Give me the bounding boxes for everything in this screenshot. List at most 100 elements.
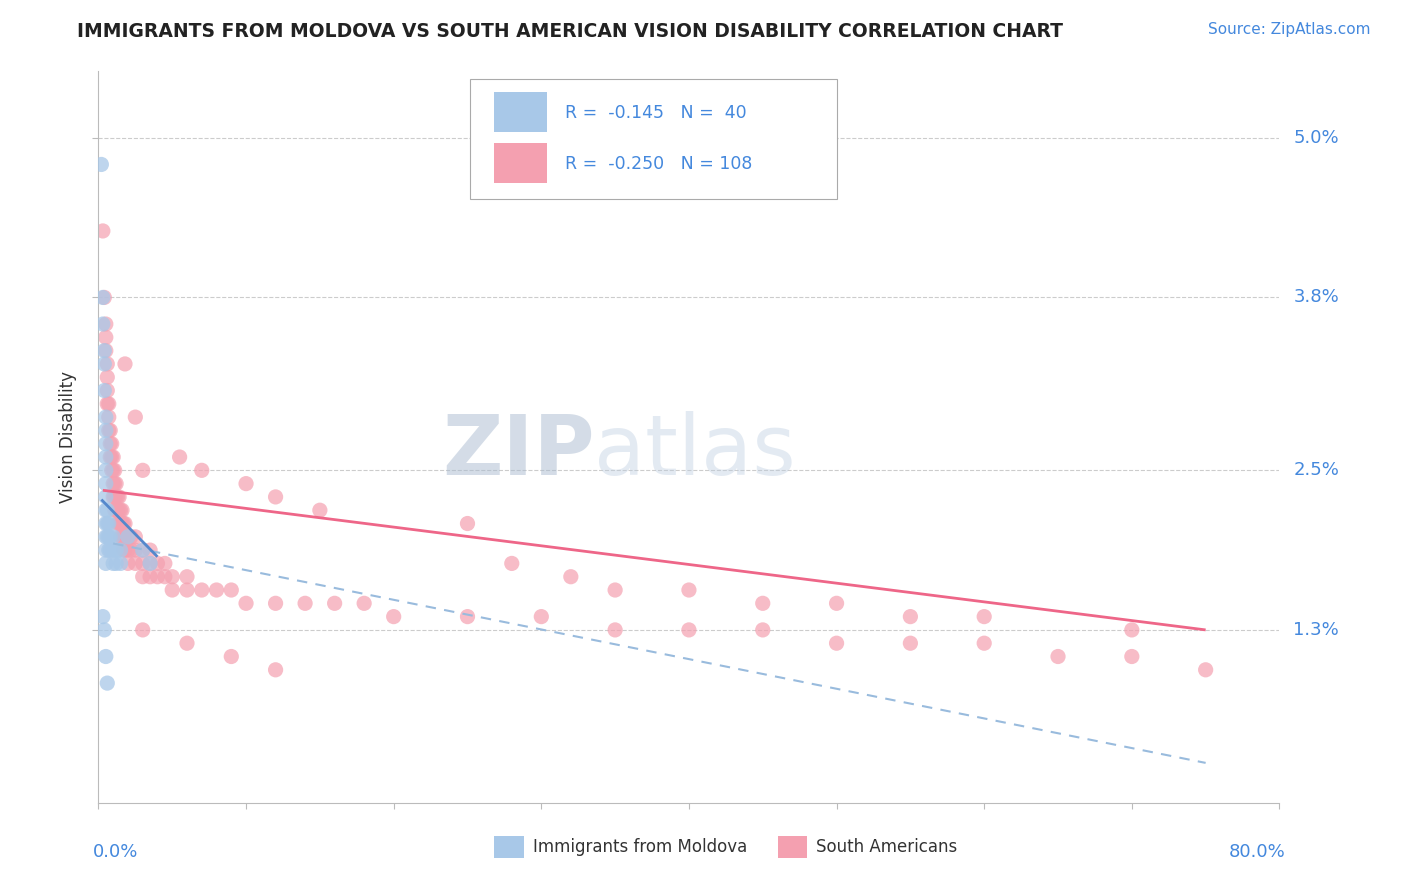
Point bbox=[103, 490, 125, 504]
Point bbox=[153, 570, 176, 584]
Point bbox=[112, 530, 135, 544]
Point bbox=[457, 609, 479, 624]
Point bbox=[94, 424, 117, 438]
Point bbox=[93, 357, 115, 371]
Point bbox=[162, 570, 183, 584]
Point bbox=[114, 543, 136, 558]
Point bbox=[501, 557, 523, 571]
Text: R =  -0.145   N =  40: R = -0.145 N = 40 bbox=[565, 104, 747, 122]
Point bbox=[94, 450, 117, 464]
Text: R =  -0.250   N = 108: R = -0.250 N = 108 bbox=[565, 155, 752, 173]
Point bbox=[96, 357, 118, 371]
Point bbox=[94, 330, 117, 344]
Point bbox=[146, 557, 169, 571]
Point bbox=[94, 530, 117, 544]
Text: Source: ZipAtlas.com: Source: ZipAtlas.com bbox=[1208, 22, 1371, 37]
Point bbox=[825, 636, 848, 650]
Point bbox=[103, 557, 125, 571]
Point bbox=[103, 476, 125, 491]
Point bbox=[94, 543, 117, 558]
Point bbox=[100, 450, 122, 464]
Point bbox=[235, 476, 257, 491]
Point bbox=[132, 543, 155, 558]
Point bbox=[530, 609, 553, 624]
Point bbox=[94, 317, 117, 331]
Point bbox=[162, 582, 183, 597]
Point bbox=[112, 516, 135, 531]
Point bbox=[111, 503, 134, 517]
Point bbox=[105, 476, 128, 491]
Text: IMMIGRANTS FROM MOLDOVA VS SOUTH AMERICAN VISION DISABILITY CORRELATION CHART: IMMIGRANTS FROM MOLDOVA VS SOUTH AMERICA… bbox=[77, 22, 1063, 41]
Point bbox=[678, 623, 700, 637]
Point bbox=[112, 543, 135, 558]
Point bbox=[98, 543, 121, 558]
Point bbox=[117, 530, 139, 544]
Point bbox=[97, 397, 120, 411]
Point bbox=[900, 609, 922, 624]
Point bbox=[98, 436, 121, 450]
Point bbox=[678, 582, 700, 597]
Point bbox=[110, 543, 132, 558]
Point bbox=[93, 623, 115, 637]
Point bbox=[93, 290, 115, 304]
Point bbox=[264, 663, 287, 677]
Point bbox=[108, 503, 131, 517]
Y-axis label: Vision Disability: Vision Disability bbox=[59, 371, 77, 503]
Point bbox=[96, 530, 118, 544]
Point bbox=[97, 424, 120, 438]
Point bbox=[103, 463, 125, 477]
Point bbox=[105, 503, 128, 517]
Point bbox=[96, 370, 118, 384]
Point bbox=[221, 582, 243, 597]
Point bbox=[96, 503, 118, 517]
Point bbox=[153, 557, 176, 571]
Point bbox=[132, 623, 155, 637]
Point bbox=[107, 490, 129, 504]
Point bbox=[1046, 649, 1070, 664]
Point bbox=[104, 476, 127, 491]
Point bbox=[93, 343, 115, 358]
Point bbox=[96, 397, 118, 411]
Point bbox=[1195, 663, 1218, 677]
Point bbox=[825, 596, 848, 610]
Text: 1.3%: 1.3% bbox=[1294, 621, 1339, 639]
Point bbox=[94, 463, 117, 477]
Point bbox=[94, 649, 117, 664]
Point bbox=[752, 623, 775, 637]
Point bbox=[91, 224, 114, 238]
Text: Immigrants from Moldova: Immigrants from Moldova bbox=[533, 838, 748, 855]
Point bbox=[105, 543, 128, 558]
Point bbox=[104, 490, 127, 504]
Point bbox=[97, 410, 120, 425]
Point bbox=[900, 636, 922, 650]
Point bbox=[382, 609, 405, 624]
Point bbox=[235, 596, 257, 610]
Point bbox=[110, 516, 132, 531]
Point bbox=[98, 530, 121, 544]
Point bbox=[132, 557, 155, 571]
Point bbox=[94, 503, 117, 517]
Point bbox=[114, 530, 136, 544]
Point bbox=[98, 424, 121, 438]
Point bbox=[104, 503, 127, 517]
FancyBboxPatch shape bbox=[494, 143, 547, 183]
Point bbox=[98, 450, 121, 464]
Point bbox=[139, 557, 162, 571]
Point bbox=[94, 410, 117, 425]
Point bbox=[120, 530, 142, 544]
Text: 0.0%: 0.0% bbox=[93, 843, 138, 861]
Point bbox=[264, 596, 287, 610]
Point bbox=[605, 582, 627, 597]
Point bbox=[294, 596, 316, 610]
Text: 80.0%: 80.0% bbox=[1229, 843, 1285, 861]
Point bbox=[605, 623, 627, 637]
Point bbox=[91, 609, 114, 624]
Point bbox=[132, 463, 155, 477]
Point bbox=[96, 676, 118, 690]
Point bbox=[124, 530, 146, 544]
Point bbox=[93, 384, 115, 398]
Text: ZIP: ZIP bbox=[441, 411, 595, 492]
Point bbox=[97, 516, 120, 531]
Point bbox=[117, 530, 139, 544]
Point bbox=[94, 476, 117, 491]
